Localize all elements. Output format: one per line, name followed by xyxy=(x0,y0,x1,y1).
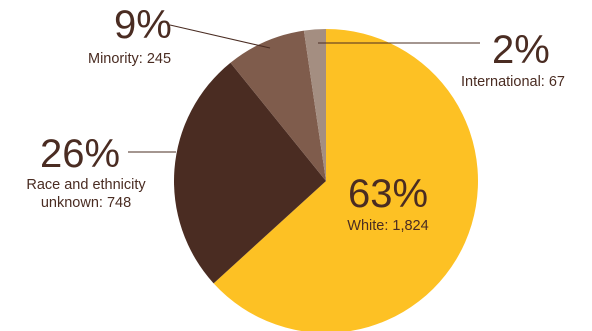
unknown-detail-label-line1: Race and ethnicity xyxy=(26,177,146,193)
leader-line-minority xyxy=(169,24,271,49)
international-percent-label: 2% xyxy=(492,28,550,72)
pie-slice-white xyxy=(213,29,478,331)
pie-slice-race-and-ethnicity-unknown xyxy=(173,62,326,284)
pie-slices xyxy=(173,29,478,331)
pie-slice-international xyxy=(303,29,326,181)
white-percent-label: 63% xyxy=(348,172,428,216)
international-detail-label: International: 67 xyxy=(461,74,565,90)
unknown-percent-label: 26% xyxy=(40,132,120,176)
pie-slice-minority xyxy=(230,30,326,182)
minority-detail-label: Minority: 245 xyxy=(88,51,171,67)
minority-percent-label: 9% xyxy=(114,3,172,47)
white-detail-label: White: 1,824 xyxy=(347,218,428,234)
unknown-detail-label-line2: unknown: 748 xyxy=(41,195,131,211)
